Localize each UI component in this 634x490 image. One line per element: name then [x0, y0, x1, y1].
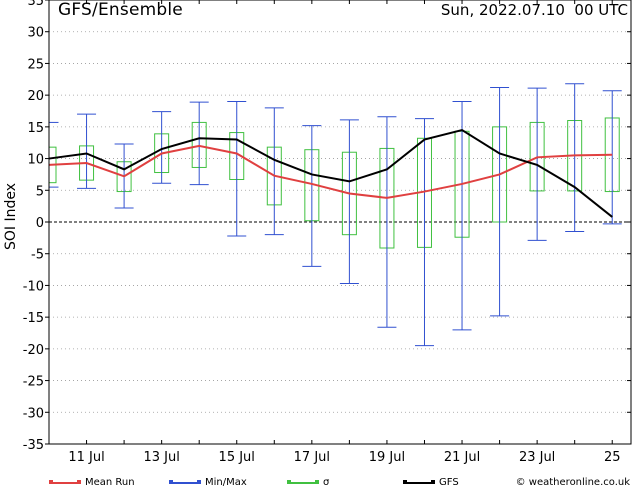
legend-gfs-label: GFS — [439, 477, 459, 488]
gfs-line — [48, 128, 613, 218]
x-tick-label: 23 Jul — [519, 450, 555, 465]
x-tick-label: 17 Jul — [294, 450, 330, 465]
legend-mean-run: Mean Run — [49, 477, 135, 488]
y-tick-label: 35 — [27, 0, 44, 9]
legend-mean-run-label: Mean Run — [85, 477, 135, 488]
x-tick-label: 11 Jul — [68, 450, 104, 465]
y-tick-label: -10 — [23, 279, 44, 294]
y-tick-label: -5 — [31, 248, 44, 263]
legend-mean-run-swatch — [49, 479, 81, 484]
y-tick-label: 30 — [27, 26, 44, 41]
y-tick-label: 0 — [36, 216, 44, 231]
y-tick-label: 20 — [27, 89, 44, 104]
y-tick-label: -25 — [23, 375, 44, 390]
legend: Mean Run Min/Max σ GFS — [0, 477, 634, 490]
legend-minmax: Min/Max — [169, 477, 247, 488]
run-info: Sun, 2022.07.10 00 UTC — [440, 1, 628, 19]
x-tick-label: 15 Jul — [219, 450, 255, 465]
x-tick-label: 25 — [604, 450, 621, 465]
plot-frame — [48, 0, 632, 445]
y-tick-label: -20 — [23, 343, 44, 358]
y-tick-label: 25 — [27, 57, 44, 72]
y-tick-label: -15 — [23, 311, 44, 326]
legend-gfs: GFS — [403, 477, 459, 488]
sigma-boxes — [48, 117, 620, 249]
chart-title: GFS/Ensemble — [58, 0, 183, 20]
minmax-bars — [48, 83, 622, 347]
legend-sigma-label: σ — [323, 477, 330, 488]
y-tick-label: 15 — [27, 121, 44, 136]
legend-sigma-swatch — [287, 479, 319, 484]
y-tick-label: 5 — [36, 184, 44, 199]
legend-sigma: σ — [287, 477, 330, 488]
y-axis-ticks: -35 -30 -25 -20 -15 -10 -5 0 5 10 15 20 25 30 35 — [23, 0, 631, 453]
y-axis-label: SOI Index — [3, 182, 19, 250]
x-tick-label: 21 Jul — [444, 450, 480, 465]
mean-run-line — [48, 144, 613, 199]
legend-minmax-swatch — [169, 479, 201, 484]
y-tick-label: -30 — [23, 406, 44, 421]
y-tick-label: -35 — [23, 438, 44, 453]
x-tick-label: 19 Jul — [369, 450, 405, 465]
x-tick-label: 13 Jul — [143, 450, 179, 465]
y-tick-label: 10 — [27, 153, 44, 168]
legend-gfs-swatch — [403, 479, 435, 484]
x-axis-ticks: 11 Jul 13 Jul 15 Jul 17 Jul 19 Jul 21 Jul 23 J… — [48, 0, 621, 465]
copyright: © weatheronline.co.uk — [515, 477, 630, 488]
legend-minmax-label: Min/Max — [205, 477, 247, 488]
